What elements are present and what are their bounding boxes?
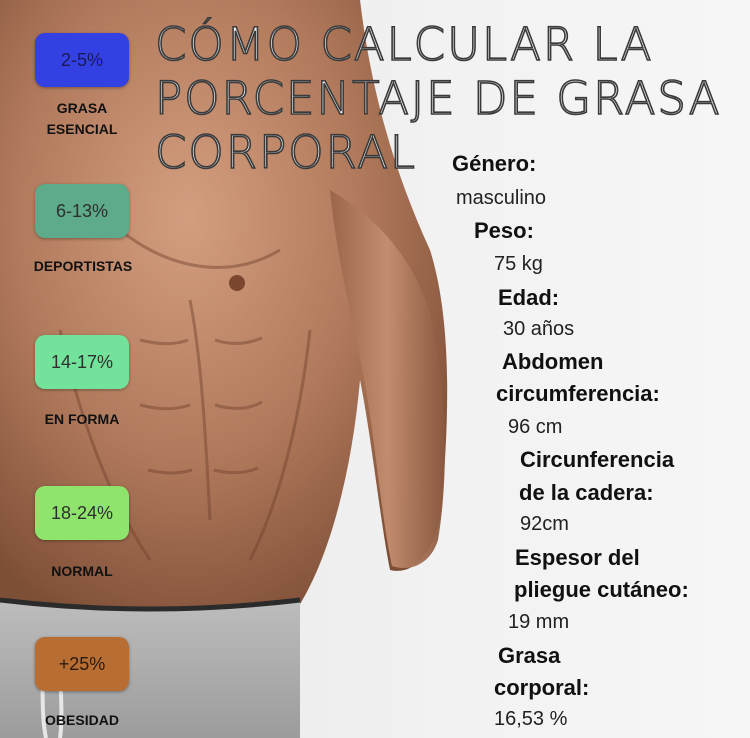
badge-obesity: +25%: [35, 637, 129, 691]
right-arm: [330, 190, 445, 569]
badge-fit: 14-17%: [35, 335, 129, 389]
page-title: CÓMO CALCULAR LA PORCENTAJE DE GRASA COR…: [154, 17, 722, 180]
torso-body: [0, 0, 448, 620]
age-label: Edad:: [498, 285, 560, 310]
skinfold-value: 19 mm: [508, 611, 570, 633]
bodyfat-label-line-1: Grasa: [498, 643, 561, 668]
label-fit: EN FORMA: [44, 411, 120, 427]
nipple: [229, 275, 245, 291]
gender-label: Género:: [452, 151, 537, 176]
hip-value: 92cm: [520, 513, 569, 535]
gender-value: masculino: [456, 187, 547, 209]
skinfold-label-line-2: pliegue cutáneo:: [514, 577, 689, 602]
label-normal: NORMAL: [51, 563, 113, 579]
abdomen-label-line-2: circumferencia:: [496, 381, 660, 406]
label-essential-fat: GRASA ESENCIAL: [46, 100, 118, 137]
age-value: 30 años: [503, 318, 575, 340]
label-obesity: OBESIDAD: [45, 712, 119, 728]
abdomen-label-line-1: Abdomen: [502, 349, 604, 374]
abdomen-value: 96 cm: [508, 416, 563, 438]
badge-essential-fat: 2-5%: [35, 33, 129, 87]
hip-label-line-2: de la cadera:: [519, 480, 654, 505]
bodyfat-value: 16,53 %: [494, 708, 568, 730]
bodyfat-label-line-2: corporal:: [494, 675, 590, 700]
badge-athletes: 6-13%: [35, 184, 129, 238]
weight-label: Peso:: [474, 218, 534, 243]
weight-value: 75 kg: [494, 253, 543, 275]
hip-label-line-1: Circunferencia: [520, 447, 675, 472]
badge-normal: 18-24%: [35, 486, 129, 540]
skinfold-label-line-1: Espesor del: [515, 545, 640, 570]
label-athletes: DEPORTISTAS: [33, 258, 133, 274]
